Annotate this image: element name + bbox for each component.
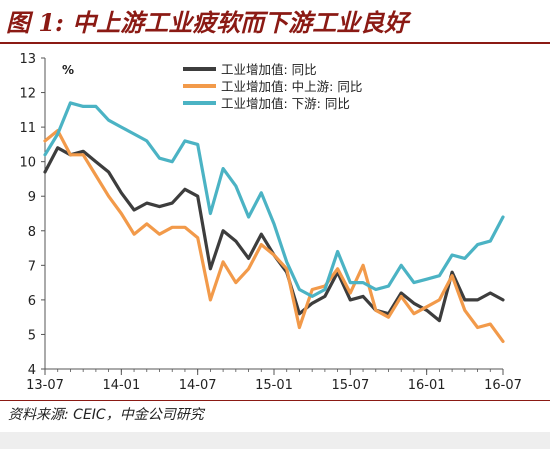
chart-series <box>43 101 505 343</box>
series-line-1 <box>43 146 505 323</box>
series-line-2 <box>43 128 505 343</box>
y-tick-label: 10 <box>19 156 36 171</box>
x-tick-label: 14-01 <box>102 378 140 393</box>
x-tick-label: 15-07 <box>331 378 369 393</box>
x-tick-label: 14-07 <box>179 378 217 393</box>
y-tick-label: 13 <box>19 52 36 67</box>
figure-title: 图 1: 中上游工业疲软而下游工业良好 <box>6 8 409 37</box>
y-tick-label: 12 <box>19 87 36 102</box>
y-tick-label: 5 <box>28 328 36 343</box>
x-tick-label: 15-01 <box>255 378 293 393</box>
legend-label-1: 工业增加值: 同比 <box>221 62 317 77</box>
y-tick-label: 11 <box>19 121 36 136</box>
y-tick-label: 9 <box>28 190 36 205</box>
series-line-3 <box>43 101 505 298</box>
legend-label-2: 工业增加值: 中上游: 同比 <box>221 79 362 94</box>
y-unit-label: % <box>62 63 74 77</box>
bottom-strip <box>0 432 550 449</box>
line-chart: 4 5 6 7 8 9 10 11 12 13% 13-07 14-01 14-07 15-01 15-07… <box>19 52 521 393</box>
y-tick-label: 8 <box>28 225 36 240</box>
x-tick-label: 13-07 <box>26 378 64 393</box>
source-note: 资料来源: CEIC，中金公司研究 <box>8 407 204 423</box>
y-tick-label: 7 <box>28 259 36 274</box>
x-tick-label: 16-01 <box>408 378 446 393</box>
y-tick-label: 6 <box>28 294 36 309</box>
x-tick-label: 16-07 <box>484 378 522 393</box>
legend-label-3: 工业增加值: 下游: 同比 <box>221 96 350 111</box>
source-divider <box>0 400 550 401</box>
chart-axes: 4 5 6 7 8 9 10 11 12 13% 13-07 14-01 14-07 15-01 15-07… <box>19 52 521 393</box>
y-tick-label: 4 <box>28 363 36 378</box>
title-divider <box>0 42 550 44</box>
